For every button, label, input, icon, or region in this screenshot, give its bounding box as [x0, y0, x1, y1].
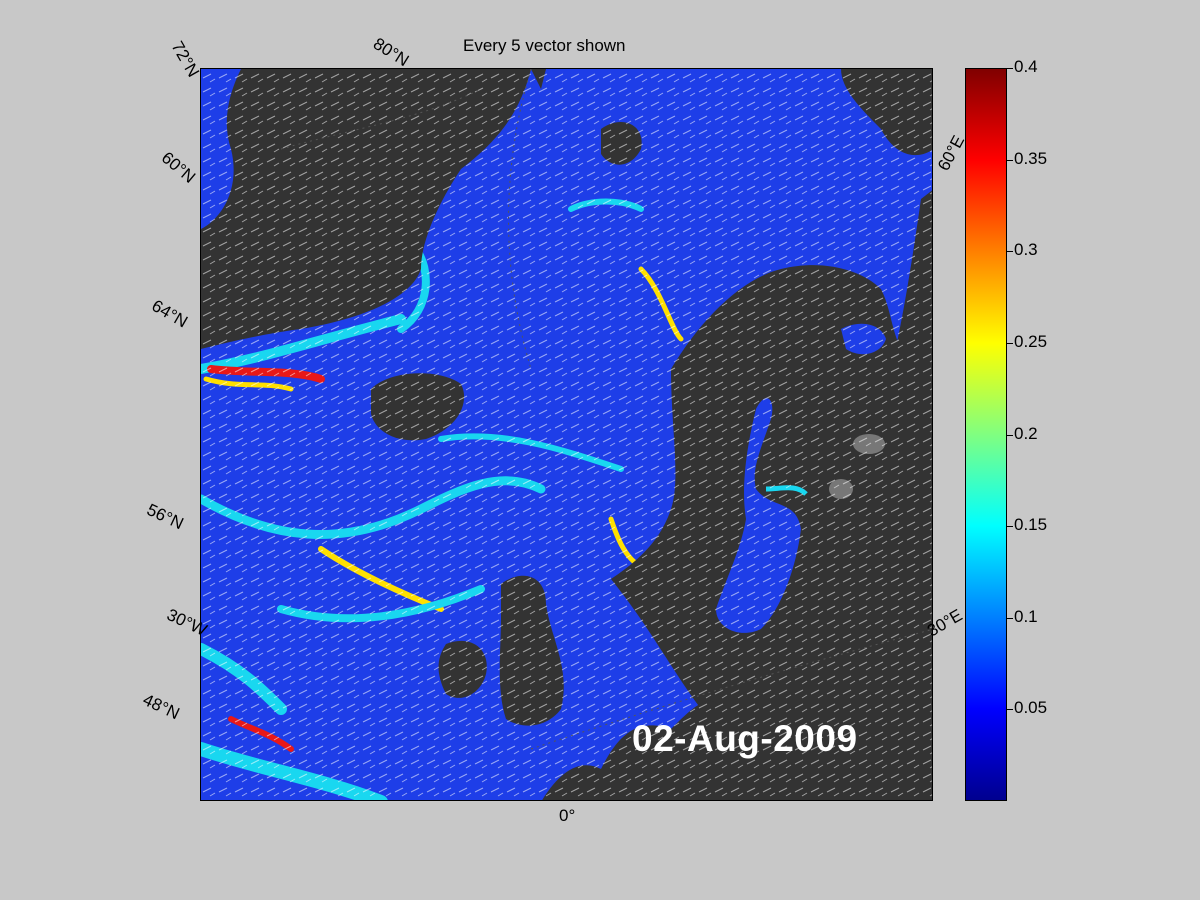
velocity-vectors	[201, 69, 932, 800]
colorbar-tick-mark	[1007, 709, 1013, 711]
lon-label-0: 0°	[559, 806, 576, 825]
date-stamp: 02-Aug-2009	[632, 718, 858, 759]
ocean-current-map	[201, 69, 932, 800]
colorbar-tick-label: 0.25	[1014, 331, 1048, 351]
colorbar-tick-mark	[1007, 342, 1013, 344]
colorbar-tick-mark	[1007, 251, 1013, 253]
lat-label-60n: 60°N	[157, 148, 200, 187]
colorbar	[965, 68, 1007, 801]
colorbar-tick-mark	[1007, 68, 1013, 69]
colorbar-tick-mark	[1007, 159, 1013, 161]
lat-label-48n: 48°N	[139, 690, 183, 724]
colorbar-tick-mark	[1007, 526, 1013, 528]
colorbar-tick-mark	[1007, 617, 1013, 619]
lon-label-80n: 80°N	[369, 34, 413, 71]
lat-label-56n: 56°N	[143, 500, 187, 534]
colorbar-tick-mark	[1007, 434, 1013, 436]
lon-label-60e: 60°E	[934, 132, 969, 174]
lat-label-72n: 72°N	[167, 38, 203, 81]
map-panel[interactable]	[200, 68, 933, 801]
colorbar-tick-label: 0.05	[1014, 698, 1048, 718]
colorbar-tick-label: 0.1	[1014, 606, 1038, 626]
lat-label-64n: 64°N	[148, 296, 191, 332]
colorbar-tick-label: 0.3	[1014, 240, 1038, 260]
map-title: Every 5 vector shown	[463, 36, 626, 55]
graticule	[280, 69, 932, 750]
colorbar-tick-label: 0.35	[1014, 148, 1048, 168]
colorbar-tick-label: 0.4	[1014, 57, 1038, 76]
colorbar-tick-label: 0.2	[1014, 423, 1038, 443]
colorbar-tick-label: 0.15	[1014, 515, 1048, 535]
